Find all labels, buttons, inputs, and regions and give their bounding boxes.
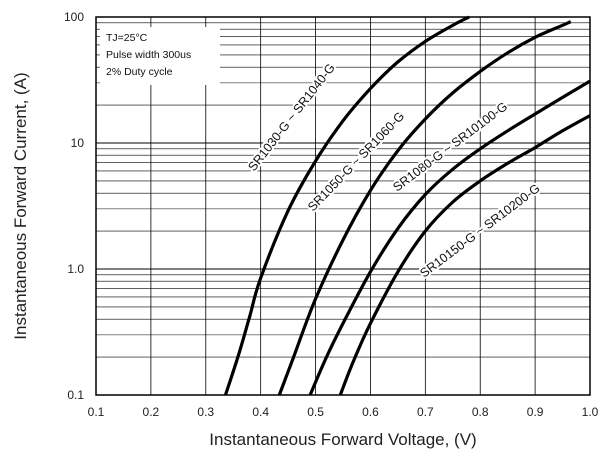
y-tick-label: 1.0 [67,262,84,276]
y-axis-title: Instantaneous Forward Current, (A) [11,72,30,339]
note-duty-cycle: 2% Duty cycle [106,66,173,78]
x-tick-label: 1.0 [582,405,599,419]
note-temperature: TJ=25°C [106,32,148,44]
x-axis-title: Instantaneous Forward Voltage, (V) [209,430,476,449]
y-tick-label: 10 [71,136,85,150]
x-tick-labels: 0.1 0.2 0.3 0.4 0.5 0.6 0.7 0.8 0.9 1.0 [88,405,599,419]
curve-label-sr1080-sr10100: SR1080-G ~ SR10100-G [390,99,510,194]
x-tick-label: 0.3 [197,405,214,419]
x-tick-label: 0.8 [472,405,489,419]
y-tick-label: 0.1 [67,388,84,402]
series-curve-4 [340,116,590,395]
x-tick-label: 0.5 [307,405,324,419]
curve-label-sr1030-sr1040: SR1030-G ~ SR1040-G [245,61,338,174]
note-pulse-width: Pulse width 300us [106,49,191,61]
series-curve-3 [310,81,590,395]
x-tick-label: 0.9 [527,405,544,419]
y-tick-labels: 0.1 1.0 10 100 [64,10,84,402]
x-tick-label: 0.7 [417,405,434,419]
x-tick-label: 0.1 [88,405,105,419]
x-tick-label: 0.2 [143,405,160,419]
curve-label-sr1050-sr1060: SR1050-G ~ SR1060-G [305,109,407,214]
x-tick-label: 0.6 [362,405,379,419]
y-tick-label: 100 [64,10,84,24]
conditions-note: TJ=25°C Pulse width 300us 2% Duty cycle [100,27,220,85]
x-tick-label: 0.4 [252,405,269,419]
series-curve-1 [226,17,470,395]
